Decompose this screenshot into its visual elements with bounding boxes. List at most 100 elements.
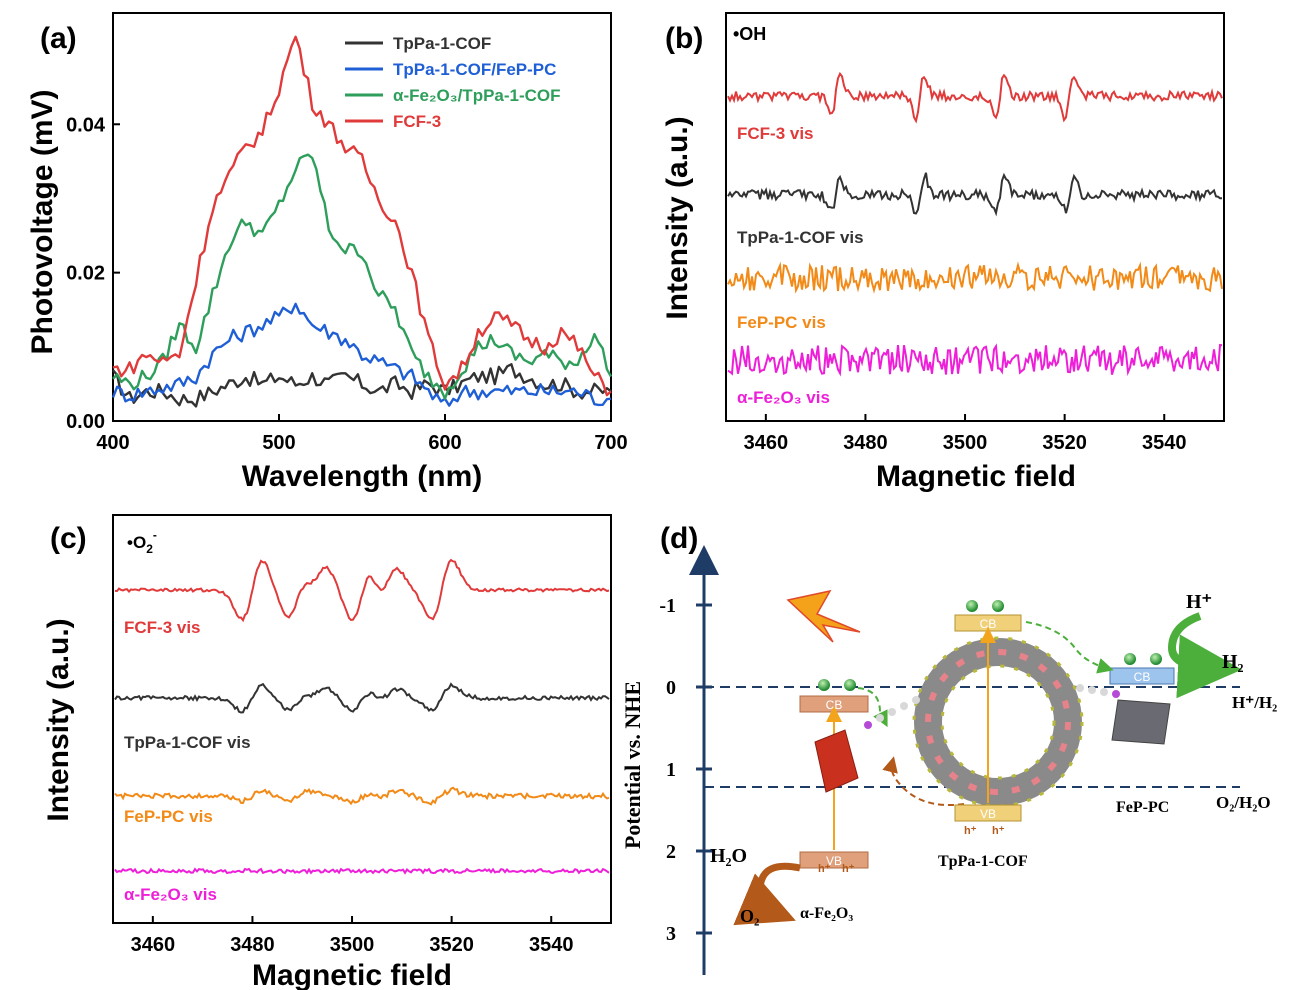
electron-icon [1150, 653, 1162, 665]
h-level-label: H⁺/H₂ [1232, 693, 1277, 712]
potential-tick-label: 3 [666, 923, 676, 945]
fe2o3-vb-band [799, 851, 869, 869]
series-line [727, 261, 1223, 294]
fe2o3-cb-label: CB [826, 698, 843, 712]
hole-label: h⁺ [992, 825, 1005, 837]
panel-a-legend: TpPa-1-COF TpPa-1-COF/FeP-PC α-Fe₂O₃/TpPa-… [345, 34, 561, 131]
potential-tick-label: 1 [666, 759, 676, 781]
y-tick-label: 0.02 [66, 263, 105, 285]
panel-a-y-label: Photovoltage (mV) [26, 89, 59, 354]
hole-label: h⁺ [818, 863, 831, 875]
panel-c-x-axis: 3460 3480 3500 3520 3540 [131, 916, 574, 956]
x-tick-label: 400 [96, 432, 129, 454]
panel-c-y-label: Intensity (a.u.) [42, 618, 75, 821]
series-line [114, 558, 610, 623]
panel-a-x-label: Wavelength (nm) [242, 460, 483, 493]
panel-a: (a) 400 500 600 700 0.00 0.02 0.04 TpPa-1-COF… [26, 12, 628, 493]
legend-entry: FCF-3 [393, 112, 441, 131]
legend-entry: TpPa-1-COF/FeP-PC [393, 60, 556, 79]
panel-b-tag: •OH [733, 24, 766, 44]
panel-a-letter: (a) [40, 22, 77, 55]
panel-b-letter: (b) [665, 22, 703, 55]
legend-entry: TpPa-1-COF [393, 34, 491, 53]
o2-label: O₂ [740, 906, 759, 926]
x-tick-label: 3520 [429, 934, 474, 956]
panel-a-frame [112, 12, 612, 422]
x-tick-label: 3500 [330, 934, 375, 956]
fe2o3-crystal-icon [814, 729, 859, 793]
potential-tick-label: -1 [659, 595, 676, 617]
x-tick-label: 500 [262, 432, 295, 454]
panel-a-y-axis: 0.00 0.02 0.04 [66, 114, 120, 433]
fe2o3-label: α-Fe₂O₃ [800, 905, 853, 922]
electron-icon [844, 679, 856, 691]
panel-a-plot-area [111, 35, 613, 408]
panel-b-x-label: Magnetic field [876, 460, 1076, 493]
series-line [727, 172, 1222, 217]
series-line [112, 363, 612, 408]
x-tick-label: 3460 [744, 432, 789, 454]
x-tick-label: 3540 [529, 934, 574, 956]
hole-label: h⁺ [964, 825, 977, 837]
hole-transfer-arrow [882, 756, 965, 806]
panel-d-letter: (d) [660, 522, 698, 555]
potential-tick-label: 2 [666, 841, 676, 863]
panel-b: (b) •OH 3460 3480 3500 3520 3540 FCF-3 vis Tp… [661, 12, 1225, 493]
x-tick-label: 3520 [1042, 432, 1087, 454]
linker-chain-icon [864, 684, 1120, 729]
h-plus-label: H⁺ [1186, 591, 1212, 613]
o-level-label: O₂/H₂O [1216, 793, 1271, 812]
potential-axis-ticks: -1 0 1 2 3 [659, 595, 712, 945]
legend-entry: α-Fe₂O₃/TpPa-1-COF [393, 86, 561, 105]
x-tick-label: 700 [594, 432, 627, 454]
panel-c-frame [112, 514, 612, 924]
x-tick-label: 3500 [943, 432, 988, 454]
cof-vb-label: VB [980, 807, 996, 821]
panel-c-x-label: Magnetic field [252, 959, 452, 990]
x-tick-label: 3460 [131, 934, 176, 956]
series-line [111, 302, 612, 407]
fe2o3-vb-label: VB [826, 854, 842, 868]
h2o-label: H₂O [710, 845, 747, 867]
cof-label: TpPa-1-COF [938, 853, 1028, 870]
panel-c: (c) •O2- 3460 3480 3500 3520 3540 FCF-3 vis T… [42, 514, 612, 990]
series-label: α-Fe₂O₃ vis [124, 885, 217, 904]
electron-icon [818, 679, 830, 691]
series-line [114, 682, 610, 714]
panel-c-letter: (c) [50, 522, 87, 555]
series-label: FeP-PC vis [737, 313, 826, 332]
fep-cb-label: CB [1134, 670, 1151, 684]
panel-a-x-axis: 400 500 600 700 [96, 414, 628, 454]
x-tick-label: 3480 [843, 432, 888, 454]
series-line [112, 35, 612, 397]
series-label: TpPa-1-COF vis [124, 733, 251, 752]
electron-icon [992, 600, 1004, 612]
y-tick-label: 0.00 [66, 411, 105, 433]
light-icon [786, 589, 861, 643]
hole-label: h⁺ [842, 863, 855, 875]
series-label: FCF-3 vis [124, 618, 201, 637]
series-line [112, 153, 613, 400]
panel-b-y-label: Intensity (a.u.) [661, 116, 694, 319]
reduction-arrow [1167, 612, 1242, 699]
potential-tick-label: 0 [666, 677, 676, 699]
series-line [727, 71, 1223, 124]
series-line [114, 867, 610, 875]
panel-b-frame [725, 12, 1225, 422]
cof-vb-band [954, 804, 1022, 822]
panel-c-plot-area: FCF-3 vis TpPa-1-COF vis FeP-PC vis α-Fe₂O₃… [114, 558, 610, 904]
h2-label: H₂ [1222, 651, 1244, 673]
potential-axis-label: Potential vs. NHE [620, 681, 645, 849]
cof-ring-icon [912, 636, 1084, 808]
fep-label: FeP-PC [1116, 799, 1169, 816]
x-tick-label: 3480 [230, 934, 275, 956]
series-line [727, 343, 1223, 377]
panel-b-x-axis: 3460 3480 3500 3520 3540 [744, 414, 1186, 454]
cof-cb-label: CB [980, 617, 997, 631]
series-label: α-Fe₂O₃ vis [737, 388, 830, 407]
panel-c-tag: •O2- [127, 528, 157, 556]
oxidation-arrow [733, 862, 801, 926]
series-line [114, 786, 610, 806]
electron-path-arrow [1025, 621, 1114, 674]
